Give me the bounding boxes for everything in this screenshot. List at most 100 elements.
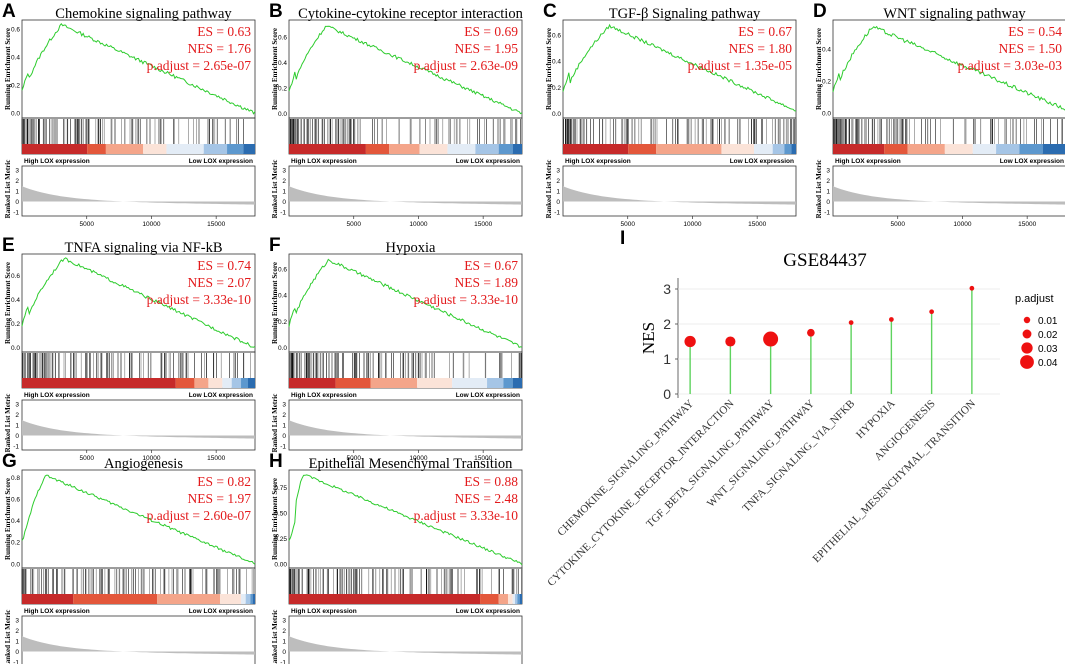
- padj-value: p.adjust = 2.65e-07: [147, 58, 252, 73]
- heat-segment: [487, 378, 504, 388]
- metric-axis-label: Ranked List Metric: [815, 160, 823, 219]
- metric-tick-label: -1: [280, 210, 286, 217]
- heat-segment: [512, 594, 516, 604]
- heat-segment: [480, 594, 499, 604]
- metric-axis-label: Ranked List Metric: [4, 160, 12, 219]
- es-tick-label: 0.6: [552, 33, 561, 40]
- ranked-metric-area: [22, 420, 255, 439]
- heat-segment: [22, 144, 88, 154]
- es-tick-label: 0.4: [822, 47, 831, 54]
- gene-hit-lines: [562, 119, 797, 144]
- es-tick-label: 0.00: [274, 561, 287, 568]
- heat-segment: [220, 594, 242, 604]
- heat-segment: [628, 144, 657, 154]
- es-tick-label: 0.0: [278, 111, 287, 118]
- x-tick-label: 10000: [142, 221, 160, 228]
- metric-tick-label: 2: [15, 178, 19, 185]
- heat-segment: [1042, 144, 1065, 154]
- high-expression-label: High LOX expression: [835, 158, 901, 165]
- x-tick-label: 10000: [409, 455, 427, 462]
- y-axis-label: NES: [639, 322, 658, 354]
- gsea-panel-h: H Epithelial Mesenchymal Transition Runnin…: [269, 451, 523, 664]
- heat-segment: [245, 594, 251, 604]
- padj-value: p.adjust = 2.63e-09: [414, 58, 519, 73]
- heat-segment: [389, 144, 420, 154]
- nes-value: NES = 1.50: [999, 41, 1063, 56]
- metric-frame: [288, 615, 523, 664]
- es-tick-label: 0.50: [274, 510, 287, 517]
- ranked-metric-area: [833, 186, 1065, 205]
- metric-tick-label: 2: [282, 628, 286, 635]
- heat-segment: [252, 594, 255, 604]
- es-value: ES = 0.88: [464, 474, 518, 489]
- legend-dot: [1020, 355, 1034, 369]
- gsea-panel-b: B Cytokine-cytokine receptor interaction R…: [269, 1, 524, 228]
- metric-tick-label: 3: [15, 402, 19, 409]
- metric-tick-label: -1: [280, 444, 286, 451]
- metric-tick-label: 1: [282, 189, 286, 196]
- heat-segment: [772, 144, 785, 154]
- x-tick-label: 5000: [620, 221, 635, 228]
- legend-dot: [1022, 329, 1032, 339]
- padj-value: p.adjust = 2.60e-07: [147, 508, 252, 523]
- es-axis-label: Running Enrichment Score: [4, 262, 12, 344]
- heat-segment: [203, 144, 228, 154]
- heat-segment: [22, 378, 176, 388]
- metric-axis-label: Ranked List Metric: [271, 394, 279, 453]
- metric-axis-label: Ranked List Metric: [271, 610, 279, 664]
- y-tick-label: 1: [663, 351, 671, 367]
- es-axis-label: Running Enrichment Score: [4, 28, 12, 110]
- ranked-metric-area: [22, 636, 255, 655]
- metric-tick-label: 0: [15, 199, 19, 206]
- x-tick-label: 10000: [142, 455, 160, 462]
- metric-tick-label: 0: [282, 433, 286, 440]
- es-tick-label: 0.6: [11, 497, 20, 504]
- heat-segment: [907, 144, 945, 154]
- x-tick-label: 15000: [748, 221, 766, 228]
- panel-title: TNFA signaling via NF-kB: [64, 240, 222, 256]
- metric-tick-label: 0: [826, 199, 830, 206]
- low-expression-label: Low LOX expression: [1000, 158, 1064, 165]
- heat-segment: [227, 144, 244, 154]
- low-expression-label: Low LOX expression: [456, 392, 520, 399]
- heat-segment: [231, 378, 242, 388]
- metric-tick-label: 1: [15, 423, 19, 430]
- heat-segment: [563, 144, 629, 154]
- legend-label: 0.03: [1038, 344, 1058, 355]
- nes-value: NES = 2.48: [455, 491, 519, 506]
- es-tick-label: 0.4: [552, 59, 561, 66]
- metric-axis-label: Ranked List Metric: [4, 394, 12, 453]
- panel-title: Hypoxia: [386, 240, 437, 256]
- es-tick-label: 0.4: [11, 297, 20, 304]
- legend-title: p.adjust: [1015, 293, 1054, 305]
- x-tick-label: 5000: [346, 455, 361, 462]
- low-expression-label: Low LOX expression: [189, 608, 253, 615]
- x-tick-label: 5000: [79, 455, 94, 462]
- x-tick-label: 10000: [953, 221, 971, 228]
- panel-title: Chemokine signaling pathway: [55, 6, 232, 22]
- es-value: ES = 0.69: [464, 24, 518, 39]
- heat-segment: [289, 144, 366, 154]
- heat-segment: [996, 144, 1020, 154]
- heat-segment: [241, 594, 246, 604]
- high-expression-label: High LOX expression: [24, 608, 90, 615]
- heat-segment: [87, 144, 106, 154]
- high-expression-label: High LOX expression: [291, 392, 357, 399]
- heat-segment: [519, 594, 522, 604]
- es-tick-label: 0.0: [552, 111, 561, 118]
- heat-segment: [833, 144, 885, 154]
- x-tick-label: 5000: [890, 221, 905, 228]
- plot-area: [678, 278, 1000, 398]
- low-expression-label: Low LOX expression: [456, 608, 520, 615]
- panel-title: Epithelial Mesenchymal Transition: [309, 456, 514, 472]
- es-tick-label: 0.0: [278, 345, 287, 352]
- legend-label: 0.01: [1038, 316, 1058, 327]
- nes-value: NES = 1.76: [188, 41, 252, 56]
- low-expression-label: Low LOX expression: [456, 158, 520, 165]
- heat-segment: [370, 378, 418, 388]
- low-expression-label: Low LOX expression: [730, 158, 794, 165]
- running-es-curve: [288, 474, 523, 566]
- panel-letter: G: [2, 451, 17, 472]
- es-value: ES = 0.74: [197, 258, 251, 273]
- metric-tick-label: 1: [282, 639, 286, 646]
